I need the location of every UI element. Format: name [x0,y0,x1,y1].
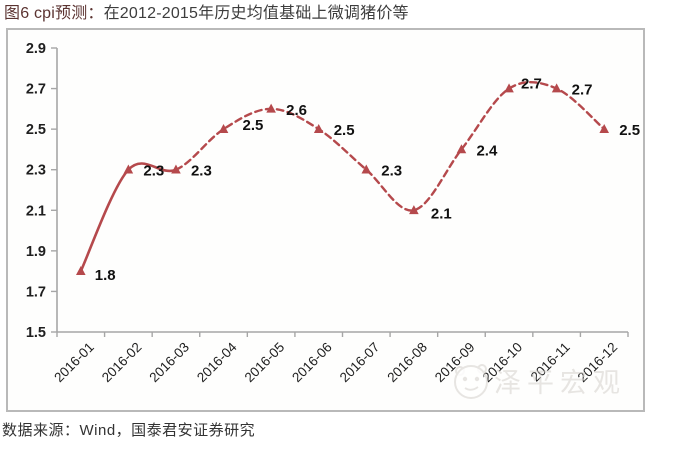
data-point-marker [171,164,181,174]
data-point-marker [75,265,86,275]
data-label: 2.6 [286,102,307,119]
data-label: 2.7 [572,82,593,99]
data-point-marker [456,144,467,154]
panda-eye-icon [474,376,480,382]
x-tick-label: 2016-07 [337,340,383,386]
data-label: 2.4 [476,142,498,159]
data-label: 2.1 [431,205,452,222]
y-tick-label: 2.1 [26,203,46,219]
data-label: 2.3 [381,163,402,180]
x-tick-label: 2016-08 [384,340,430,386]
data-point-marker [599,123,610,133]
x-tick-label: 2016-03 [146,340,192,386]
x-tick-label: 2016-06 [289,340,335,386]
y-tick-label: 2.7 [26,82,46,98]
panda-ear-icon [455,366,465,376]
data-point-marker [361,164,372,174]
data-point-marker [266,103,276,113]
x-tick-label: 2016-01 [51,340,97,386]
data-label: 2.3 [143,163,164,180]
data-point-marker [218,123,229,133]
x-tick-label: 2016-02 [99,340,145,386]
x-tick-label: 2016-04 [194,339,240,385]
x-tick-label: 2016-05 [242,340,288,386]
y-tick-label: 2.9 [26,41,46,57]
y-tick-label: 1.5 [26,325,46,341]
series-line-dashed [174,81,606,212]
page-title: 图6 cpi预测：在2012-2015年历史均值基础上微调猪价等 [4,4,409,24]
panda-eye-icon [462,376,468,382]
data-label: 2.7 [521,76,542,93]
y-tick-label: 2.5 [26,122,46,138]
panda-smile-icon [464,386,479,391]
panda-ear-icon [477,364,487,374]
data-label: 2.5 [334,122,355,139]
data-point-marker [504,83,514,93]
data-point-marker [551,83,562,93]
data-point-marker [123,164,134,174]
y-tick-label: 1.7 [26,284,46,300]
y-tick-label: 2.3 [26,163,46,179]
data-label: 2.5 [619,122,640,139]
data-point-marker [409,205,419,215]
chart-frame: 1.5 1.7 1.9 2.1 2.3 2.5 2.7 2.9 2016-01 2016-02 20… [6,28,645,412]
data-label: 2.5 [243,117,264,134]
data-point-marker [313,123,324,133]
data-label: 2.3 [191,163,212,180]
panda-face-icon [454,365,488,399]
y-tick-label: 1.9 [26,244,46,260]
source-note: 数据来源：Wind，国泰君安证券研究 [2,422,256,439]
figure-title-text: 在2012-2015年历史均值基础上微调猪价等 [103,5,409,22]
figure-label: 图6 cpi预测： [4,5,104,22]
watermark-text: 泽平宏观 [494,368,626,398]
data-label: 1.8 [95,267,116,284]
watermark: 泽平宏观 [454,364,626,399]
